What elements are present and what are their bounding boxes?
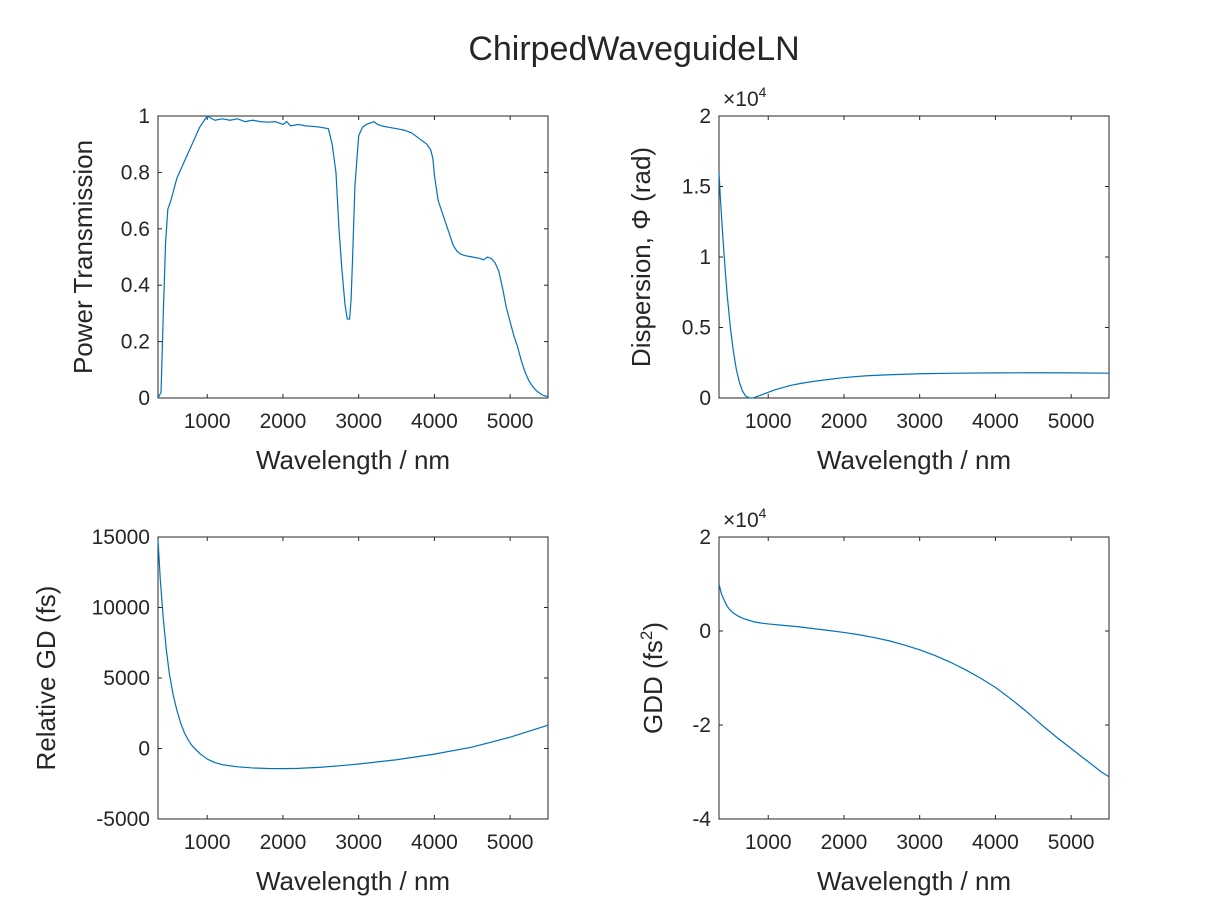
y-exponent-label: ×104 [723, 505, 767, 532]
y-axis-label: GDD (fs2) [637, 622, 668, 734]
x-tick-label: 1000 [745, 410, 792, 433]
x-tick-label: 2000 [260, 410, 307, 433]
x-axis-label: Wavelength / nm [817, 445, 1011, 475]
y-tick-label: 0.4 [121, 274, 151, 297]
subplot-2: 1000 2000 3000 4000 5000 0 0.5 1 1.5 2 Wavelength … [626, 84, 1110, 475]
x-tick-label: 5000 [487, 831, 534, 854]
x-tick-label: 4000 [411, 831, 458, 854]
y-tick-label: -5000 [96, 808, 150, 831]
series-line [157, 539, 549, 770]
subplot-4: 1000 2000 3000 4000 5000 -4 -2 0 2 Wavelength / n… [637, 505, 1110, 896]
axes-frame [157, 536, 549, 820]
x-tick-label: 3000 [896, 831, 943, 854]
y-tick-label: 0.6 [121, 218, 150, 241]
y-tick-label: 0 [138, 387, 150, 410]
series-line [718, 172, 1110, 399]
x-tick-label: 5000 [487, 410, 534, 433]
x-tick-label: 1000 [745, 831, 792, 854]
series-line [157, 115, 549, 399]
axes-frame [718, 536, 1110, 820]
x-tick-label: 2000 [821, 410, 868, 433]
y-tick-label: 0 [138, 738, 150, 761]
x-tick-label: 3000 [335, 831, 382, 854]
y-exponent-label: ×104 [723, 84, 767, 111]
y-axis-label: Dispersion, Φ (rad) [626, 147, 656, 367]
y-tick-label: -4 [692, 808, 711, 831]
series-line [718, 583, 1110, 778]
x-axis-label: Wavelength / nm [817, 866, 1011, 896]
x-tick-label: 2000 [260, 831, 307, 854]
x-tick-label: 4000 [972, 831, 1019, 854]
x-tick-label: 5000 [1048, 410, 1095, 433]
figure-title: ChirpedWaveguideLN [468, 30, 799, 68]
x-axis-label: Wavelength / nm [256, 445, 450, 475]
y-tick-label: -2 [692, 714, 711, 737]
y-tick-label: 1 [699, 246, 711, 269]
subplot-1: 1000 2000 3000 4000 5000 0 0.2 0.4 0.6 0.8 1 Wavele… [68, 105, 549, 475]
x-tick-label: 2000 [821, 831, 868, 854]
y-tick-label: 1.5 [682, 176, 711, 199]
x-axis-label: Wavelength / nm [256, 866, 450, 896]
axes-frame [718, 115, 1110, 399]
y-axis-label: Relative GD (fs) [31, 586, 61, 771]
y-axis-label: Power Transmission [68, 140, 98, 374]
x-tick-label: 5000 [1048, 831, 1095, 854]
x-tick-label: 3000 [335, 410, 382, 433]
x-tick-label: 4000 [972, 410, 1019, 433]
y-tick-label: 0.2 [121, 331, 150, 354]
y-tick-label: 0.8 [121, 161, 150, 184]
subplot-3: 1000 2000 3000 4000 5000 -5000 0 5000 10000 15000… [31, 526, 549, 896]
plot-grid: 1000 2000 3000 4000 500000.20.40.60.81Wavele… [31, 84, 1110, 896]
y-tick-label: 2 [699, 526, 711, 549]
y-tick-label: 10000 [92, 597, 150, 620]
x-tick-label: 4000 [411, 410, 458, 433]
y-tick-label: 0 [699, 620, 711, 643]
y-tick-label: 0.5 [682, 317, 711, 340]
x-tick-label: 1000 [184, 410, 231, 433]
y-tick-label: 5000 [103, 667, 150, 690]
y-tick-label: 15000 [92, 526, 150, 549]
y-tick-label: 1 [138, 105, 150, 128]
x-tick-label: 1000 [184, 831, 231, 854]
y-tick-label: 2 [699, 105, 711, 128]
x-tick-label: 3000 [896, 410, 943, 433]
y-tick-label: 0 [699, 387, 711, 410]
